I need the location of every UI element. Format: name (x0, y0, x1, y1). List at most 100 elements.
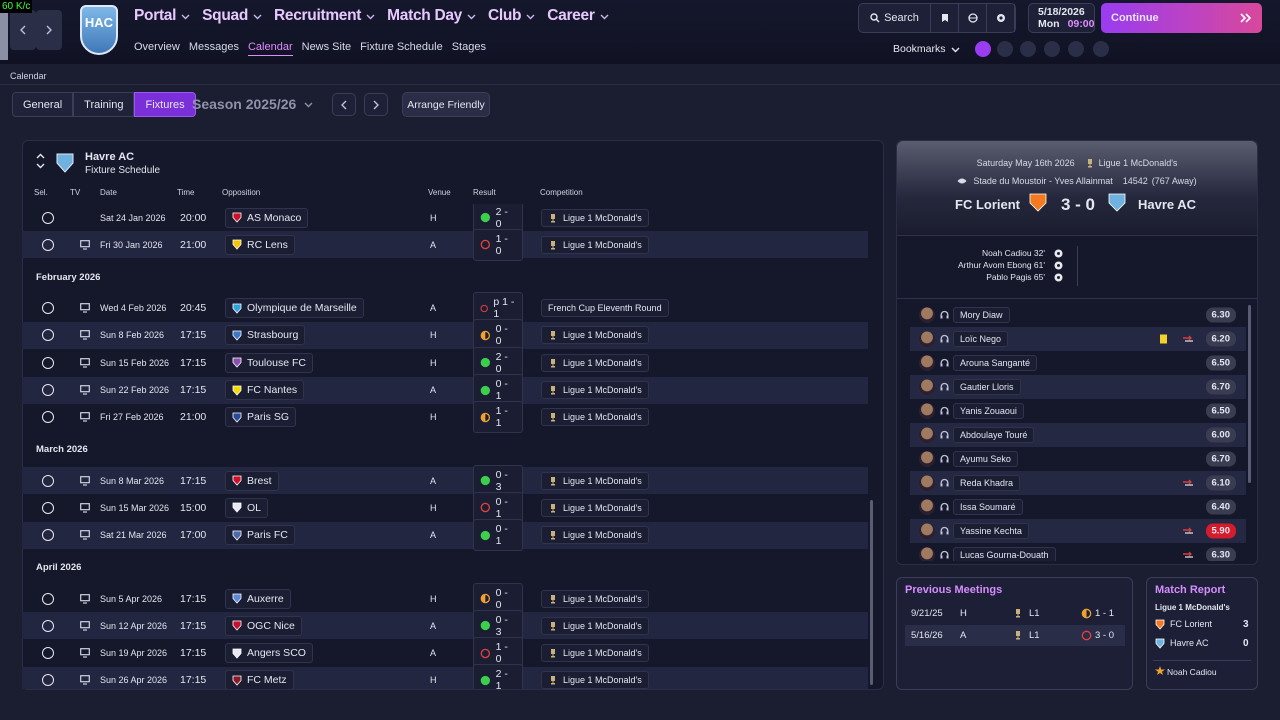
back-button[interactable] (10, 10, 36, 50)
player-row[interactable]: Issa Soumaré 6.40 (910, 495, 1246, 519)
result[interactable]: 1 - 0 (473, 637, 523, 670)
tab[interactable]: Fixtures (134, 92, 196, 117)
competition[interactable]: Ligue 1 McDonald's (541, 526, 649, 545)
sub-menu-item[interactable]: Overview (134, 41, 180, 53)
select-radio[interactable] (42, 647, 54, 660)
player-name[interactable]: Issa Soumaré (953, 499, 1023, 515)
select-radio[interactable] (42, 356, 54, 369)
bookmark-shortcut[interactable] (997, 41, 1013, 57)
meeting-row[interactable]: 5/16/26 A L1 3 - 0 (905, 625, 1125, 646)
select-radio[interactable] (42, 674, 54, 687)
competition[interactable]: Ligue 1 McDonald's (541, 381, 649, 399)
next-season[interactable] (364, 93, 388, 116)
search-button[interactable]: Search (859, 4, 931, 32)
menu-item[interactable]: Match Day (387, 7, 476, 25)
fixture-row[interactable]: Sun 26 Apr 2026 17:15 FC Metz H 2 - 1 Ligue 1… (22, 664, 868, 689)
fixture-row[interactable]: Fri 27 Feb 2026 21:00 Paris SG H 1 - 1 Ligue … (22, 401, 868, 434)
opponent[interactable]: RC Lens (225, 234, 295, 255)
opponent[interactable]: Angers SCO (225, 643, 313, 664)
result[interactable]: 0 - 1 (473, 519, 523, 552)
competition[interactable]: Ligue 1 McDonald's (541, 326, 649, 345)
select-radio[interactable] (42, 238, 54, 251)
fixture-row[interactable]: Sat 24 Jan 2026 20:00 AS Monaco H 2 - 0 Ligue… (22, 204, 868, 234)
fixture-row[interactable]: Sun 19 Apr 2026 17:15 Angers SCO A 1 - 0 Ligu… (22, 637, 868, 670)
select-radio[interactable] (42, 619, 54, 632)
competition[interactable]: Ligue 1 McDonald's (541, 471, 649, 490)
fixture-row[interactable]: Sun 12 Apr 2026 17:15 OGC Nice A 0 - 3 Ligue … (22, 609, 868, 642)
player-row[interactable]: Ayumu Seko 6.70 (910, 447, 1246, 471)
select-radio[interactable] (42, 302, 54, 315)
club-badge[interactable]: HAC (80, 5, 118, 55)
opponent[interactable]: Brest (225, 470, 279, 491)
result[interactable]: 1 - 1 (473, 401, 523, 434)
select-radio[interactable] (42, 529, 54, 542)
season-selector[interactable]: Season 2025/26 (192, 96, 313, 112)
result[interactable]: p 1 - 1 (473, 292, 523, 325)
arrange-friendly-button[interactable]: Arrange Friendly (402, 92, 490, 117)
opponent[interactable]: Olympique de Marseille (225, 298, 364, 319)
opponent[interactable]: OGC Nice (225, 615, 302, 636)
player-name[interactable]: Reda Khadra (953, 475, 1021, 491)
result[interactable]: 0 - 1 (473, 374, 523, 406)
tab[interactable]: General (12, 92, 74, 117)
player-row[interactable]: Yanis Zouaoui 6.50 (910, 399, 1246, 423)
player-name[interactable]: Yassine Kechta (953, 523, 1029, 539)
competition[interactable]: Ligue 1 McDonald's (541, 589, 649, 608)
player-name[interactable]: Yanis Zouaoui (953, 403, 1024, 419)
select-radio[interactable] (42, 211, 54, 224)
result[interactable]: 0 - 1 (473, 491, 523, 524)
fixture-row[interactable]: Sun 8 Feb 2026 17:15 Strasbourg H 0 - 0 Ligue… (22, 319, 868, 352)
sub-menu-item[interactable]: Messages (188, 41, 239, 53)
menu-item[interactable]: Portal (134, 7, 190, 25)
select-radio[interactable] (42, 411, 54, 424)
player-row[interactable]: Gautier Lloris 6.70 (910, 375, 1246, 399)
sub-menu-item[interactable]: News Site (301, 41, 352, 53)
meeting-row[interactable]: 9/21/25 H L1 1 - 1 (905, 603, 1125, 624)
opponent[interactable]: Toulouse FC (225, 352, 313, 373)
competition[interactable]: Ligue 1 McDonald's (541, 208, 649, 227)
player-row[interactable]: Yassine Kechta 5.90 (910, 519, 1246, 543)
player-row[interactable]: Lucas Gourna-Douath 6.30 (910, 543, 1246, 561)
tab[interactable]: Training (73, 92, 135, 117)
select-radio[interactable] (42, 501, 54, 514)
bookmark-shortcut[interactable] (1093, 41, 1109, 57)
player-name[interactable]: Loïc Nego (953, 331, 1009, 347)
player-row[interactable]: Loïc Nego 6.20 (910, 327, 1246, 351)
fixture-row[interactable]: Sun 15 Feb 2026 17:15 Toulouse FC H 2 - 0 Lig… (22, 346, 868, 379)
player-name[interactable]: Gautier Lloris (953, 379, 1021, 395)
competition[interactable]: Ligue 1 McDonald's (541, 644, 649, 663)
opponent[interactable]: Paris FC (225, 525, 295, 546)
competition[interactable]: Ligue 1 McDonald's (541, 235, 649, 254)
bookmark-shortcut[interactable] (1020, 41, 1036, 57)
opponent[interactable]: OL (225, 497, 269, 518)
result[interactable]: 0 - 0 (473, 582, 523, 615)
player-name[interactable]: Abdoulaye Touré (953, 427, 1035, 443)
player-row[interactable]: Abdoulaye Touré 6.00 (910, 423, 1246, 447)
bookmark-button[interactable] (931, 4, 959, 32)
opponent[interactable]: FC Metz (225, 670, 294, 689)
fixture-row[interactable]: Sun 8 Mar 2026 17:15 Brest A 0 - 3 Ligue 1 Mc… (22, 464, 868, 497)
opponent[interactable]: AS Monaco (225, 207, 309, 228)
globe-button[interactable] (959, 4, 987, 32)
player-name[interactable]: Arouna Sanganté (953, 355, 1038, 371)
menu-item[interactable]: Squad (202, 7, 262, 25)
player-row[interactable]: Reda Khadra 6.10 (910, 471, 1246, 495)
bookmark-shortcut[interactable] (975, 41, 991, 57)
menu-item[interactable]: Club (488, 7, 535, 25)
prev-season[interactable] (332, 93, 356, 116)
competition[interactable]: French Cup Eleventh Round (541, 299, 669, 318)
result[interactable]: 2 - 0 (473, 346, 523, 379)
result[interactable]: 0 - 3 (473, 464, 523, 497)
bookmark-shortcut[interactable] (1068, 41, 1084, 57)
sub-menu-item[interactable]: Calendar (247, 41, 293, 56)
competition[interactable]: Ligue 1 McDonald's (541, 671, 649, 689)
competition[interactable]: Ligue 1 McDonald's (541, 408, 649, 427)
forward-button[interactable] (36, 10, 62, 50)
result[interactable]: 1 - 0 (473, 228, 523, 261)
sub-menu-item[interactable]: Stages (451, 41, 486, 53)
fixture-row[interactable]: Fri 30 Jan 2026 21:00 RC Lens A 1 - 0 Ligue 1… (22, 228, 868, 261)
competition[interactable]: Ligue 1 McDonald's (541, 353, 649, 372)
player-name[interactable]: Mory Diaw (953, 307, 1010, 323)
opponent[interactable]: Auxerre (225, 588, 291, 609)
select-radio[interactable] (42, 329, 54, 342)
